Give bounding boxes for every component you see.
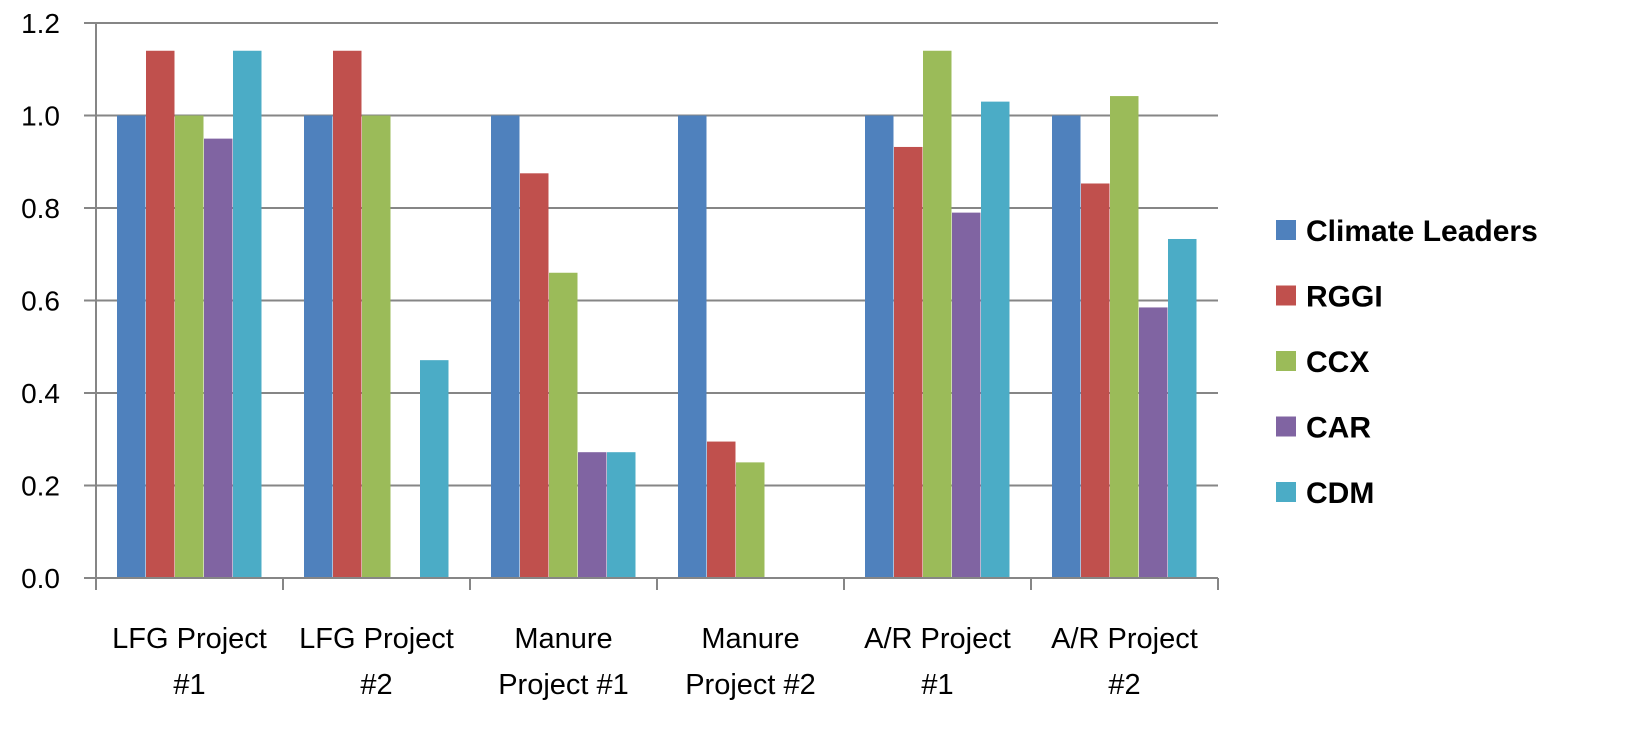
- bar-cdm: [420, 360, 449, 578]
- y-axis-ticks: 0.0 0.2 0.4 0.6 0.8 1.0 1.2: [21, 8, 60, 594]
- bar-rggi: [894, 146, 923, 578]
- x-category-label: Manure Project #1: [498, 623, 629, 701]
- y-tick-label: 0.4: [21, 378, 60, 409]
- gridlines: [96, 22, 1218, 487]
- legend: Climate Leaders RGGI CCX CAR CDM: [1276, 215, 1538, 510]
- bar-rggi: [520, 173, 549, 578]
- bar-climate-leaders: [865, 115, 894, 578]
- bar-climate-leaders: [678, 115, 707, 578]
- bar-rggi: [707, 441, 736, 578]
- bar-car: [578, 452, 607, 578]
- y-tick-label: 0.0: [21, 563, 60, 594]
- bar-cdm: [233, 50, 262, 578]
- bar-climate-leaders: [117, 115, 146, 578]
- legend-label: Climate Leaders: [1306, 215, 1538, 248]
- x-category-label: LFG Project #1: [112, 623, 267, 701]
- bar-climate-leaders: [491, 115, 520, 578]
- y-tick-label: 0.6: [21, 286, 60, 317]
- bar-cdm: [981, 101, 1010, 578]
- bar-climate-leaders: [304, 115, 333, 578]
- bar-car: [204, 138, 233, 578]
- bar-car: [952, 212, 981, 578]
- axes: [84, 22, 1219, 590]
- bar-rggi: [1081, 183, 1110, 579]
- legend-label: CAR: [1306, 412, 1371, 445]
- bar-rggi: [146, 50, 175, 578]
- legend-label: CCX: [1306, 346, 1369, 379]
- legend-swatch: [1276, 351, 1296, 371]
- bar-cdm: [1168, 238, 1197, 579]
- y-tick-label: 0.2: [21, 471, 60, 502]
- x-category-label: LFG Project #2: [299, 623, 454, 701]
- y-tick-label: 1.2: [21, 8, 60, 39]
- bar-cdm: [607, 452, 636, 578]
- bars: [117, 50, 1197, 579]
- bar-ccx: [549, 272, 578, 578]
- y-tick-label: 0.8: [21, 193, 60, 224]
- bar-ccx: [362, 115, 391, 578]
- legend-swatch: [1276, 285, 1296, 306]
- bar-ccx: [1110, 96, 1139, 578]
- bar-ccx: [175, 115, 204, 578]
- bar-ccx: [923, 50, 952, 578]
- legend-swatch: [1276, 482, 1296, 502]
- legend-label: RGGI: [1306, 281, 1383, 314]
- x-category-label: A/R Project #1: [864, 623, 1011, 701]
- x-axis-labels: LFG Project #1 LFG Project #2 Manure Project …: [112, 623, 1198, 701]
- bar-climate-leaders: [1052, 115, 1081, 578]
- legend-label: CDM: [1306, 477, 1374, 510]
- x-category-label: A/R Project #2: [1051, 623, 1198, 701]
- legend-swatch: [1276, 220, 1296, 240]
- bar-ccx: [736, 462, 765, 578]
- y-tick-label: 1.0: [21, 101, 60, 132]
- bar-car: [1139, 307, 1168, 578]
- x-category-label: Manure Project #2: [685, 623, 816, 701]
- legend-swatch: [1276, 416, 1296, 437]
- bar-rggi: [333, 50, 362, 578]
